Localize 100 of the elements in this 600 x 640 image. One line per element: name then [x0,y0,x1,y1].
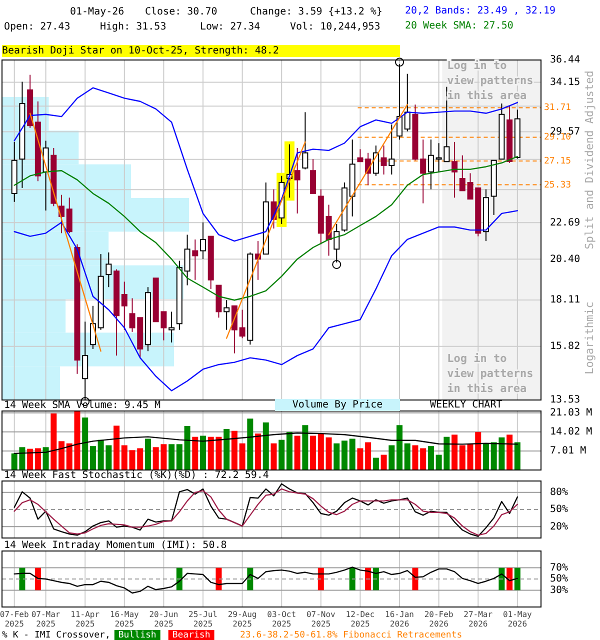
x-tick-label: 07-Mar 2025 [31,610,60,628]
x-tick-label: 25-Jul 2025 [188,610,218,628]
bar [294,436,300,470]
bar [176,444,182,470]
text: Close: 30.70 [145,6,218,18]
chart-title: 14 Week SMA Volume: 9.45 M [4,400,161,411]
text: High: 31.53 [100,22,166,33]
bar [144,438,151,470]
candlestick [428,139,434,190]
bar [224,428,230,470]
bar [262,422,269,470]
x-tick-label: 01-May 2026 [502,610,532,628]
annotation: WEEKLY CHART [430,400,502,411]
bar [286,432,292,470]
x-tick-label: 16-Jan 2026 [385,610,414,628]
bar [270,443,277,470]
candlestick [420,139,426,204]
text: Split and Dividend Adjusted [583,70,596,250]
bar [412,445,418,470]
y-tick-label: 50% [550,574,568,585]
candlestick [168,311,175,343]
bar [372,458,379,470]
bar [318,434,324,470]
bar [506,434,513,470]
bar [58,441,65,470]
annotation: Log in to view patterns in this area [447,352,534,395]
y-tick-label: 22.69 [550,217,580,228]
x-tick-label: 16-May 2025 [110,610,140,628]
bar [42,447,49,470]
candlestick [90,305,96,350]
y-tick-label: 34.15 [550,77,580,88]
bar [514,442,520,470]
x-tick-label: 07-Feb 2025 [0,610,29,628]
bar [184,426,190,470]
bar [452,434,458,470]
y-tick-label: 21.03 M [550,408,592,419]
candlestick [184,234,190,286]
candlestick [357,148,364,162]
x-tick-label: 11-Apr 2025 [70,610,100,628]
y-tick-label: 14.02 M [550,426,592,438]
x-tick-label: 20-Feb 2026 [424,610,454,628]
x-tick-label: 29-Aug 2025 [228,610,257,628]
y-tick-label: 13.53 [550,394,580,406]
text: 23.6-38.2-50-61.8% Fibonacci Retracements [240,630,462,640]
bar [380,454,387,470]
y-tick-label: 7.01 M [550,446,586,457]
x-tick-label: 20-Jun 2025 [149,610,178,628]
bar [90,446,96,470]
bar [192,436,198,470]
line-series [14,566,518,594]
ref-line-label: 27.15 [544,156,572,166]
bar [114,426,120,470]
candlestick [121,281,128,330]
bar [310,436,316,470]
bar [365,442,372,470]
y-tick-label: 20.40 [550,254,580,265]
y-tick-label: 50% [550,504,568,516]
bar [278,440,285,470]
bar [404,443,410,470]
y-tick-label: 30% [550,584,568,596]
candlestick [302,112,308,170]
bar [27,448,34,470]
candlestick [224,300,230,330]
text: Bearish Doji Star on 10-Oct-25, Strength: 48.2 [2,46,279,57]
candlestick [372,145,379,176]
annotation: Volume By Price [292,400,383,411]
bar [121,445,128,470]
bar [302,425,308,470]
bar [334,443,340,470]
candlestick [294,147,300,214]
x-tick-label: 27-Mar 2026 [464,610,493,628]
y-tick-label: 36.44 [550,54,580,66]
text: 20 Week SMA: 27.50 [405,20,514,32]
bar [396,425,403,470]
text: Bullish [118,630,156,640]
bar [482,443,489,470]
text: Open: 27.43 [4,22,70,33]
text: Low: 27.34 [200,22,260,33]
candlestick [192,238,198,280]
ref-line-label: 25.33 [544,180,572,190]
candlestick [310,158,316,194]
candlestick [326,204,332,256]
chart-title: 14 Week Intraday Momentum (IMI): 50.8 [4,540,227,551]
bar [239,443,246,470]
y-tick-label: 70% [550,562,568,574]
y-tick-label: 18.11 [550,294,580,306]
bar [34,448,41,470]
chart-title: 14 Week Fast Stochastic (%K)(%D) : 72.2 59.4 [4,470,269,481]
text: 20,2 Bands: 23.49 , 32.19 [405,6,556,17]
text: Change: 3.59 {+13.2 %} [250,6,382,18]
candlestick [459,154,466,192]
bar [231,430,238,470]
bar [168,444,175,470]
bar [247,418,254,470]
x-tick-label: 12-Dec 2025 [346,610,375,628]
x-tick-label: 03-Oct 2025 [267,610,296,628]
bar [82,418,88,470]
bar [357,448,364,470]
candlestick [106,252,112,288]
y-tick-label: 80% [550,487,568,498]
